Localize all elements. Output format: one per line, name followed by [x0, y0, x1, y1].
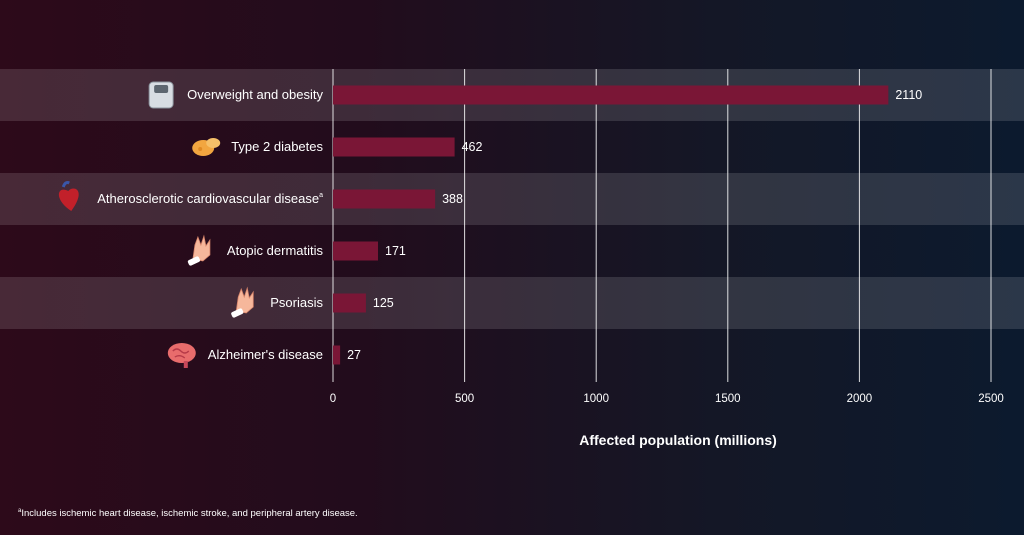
x-tick-label: 1000: [583, 393, 609, 405]
category-labels: Overweight and obesity Type 2 diabetes Ath…: [97, 87, 323, 362]
footnote-text: Includes ischemic heart disease, ischemi…: [21, 508, 358, 520]
value-label: 2110: [895, 88, 922, 102]
bars: [333, 85, 889, 365]
row-bands: [0, 69, 1024, 329]
x-tick-label: 2000: [847, 393, 873, 405]
value-label: 462: [462, 140, 483, 154]
row-band: [0, 277, 1024, 329]
category-label: Atherosclerotic cardiovascular diseasea: [97, 191, 323, 206]
hand-icon: [231, 286, 254, 318]
value-label: 125: [373, 296, 394, 310]
bar: [333, 345, 341, 365]
pancreas-icon: [192, 138, 221, 156]
bar: [333, 293, 366, 313]
gridlines: [332, 69, 992, 382]
category-label: Overweight and obesity: [187, 87, 323, 102]
category-label: Alzheimer's disease: [208, 347, 323, 362]
footnote: aIncludes ischemic heart disease, ischem…: [18, 508, 358, 519]
value-labels: 2110 462 388 171 125 27: [347, 88, 922, 362]
bar: [333, 85, 889, 105]
value-label: 27: [347, 348, 361, 362]
category-label: Atopic dermatitis: [227, 243, 324, 258]
category-label: Type 2 diabetes: [231, 139, 323, 154]
category-label: Psoriasis: [270, 295, 323, 310]
heart-icon: [58, 181, 79, 211]
category-icons: [58, 81, 254, 368]
row-band: [0, 173, 1024, 225]
x-tick-label: 0: [330, 393, 336, 405]
bar: [333, 189, 436, 209]
bar: [333, 241, 379, 261]
footnote-marker: a: [18, 508, 22, 514]
x-tick-label: 2500: [978, 393, 1004, 405]
value-label: 171: [385, 244, 406, 258]
x-tick-label: 500: [455, 393, 474, 405]
x-tick-label: 1500: [715, 393, 741, 405]
x-axis-title: Affected population (millions): [579, 432, 777, 448]
bar: [333, 137, 455, 157]
brain-icon: [167, 343, 196, 368]
scale-icon: [148, 81, 174, 109]
value-label: 388: [442, 192, 463, 206]
x-tick-labels: 0 500 1000 1500 2000 2500: [330, 393, 1004, 405]
hand-icon: [187, 234, 211, 266]
